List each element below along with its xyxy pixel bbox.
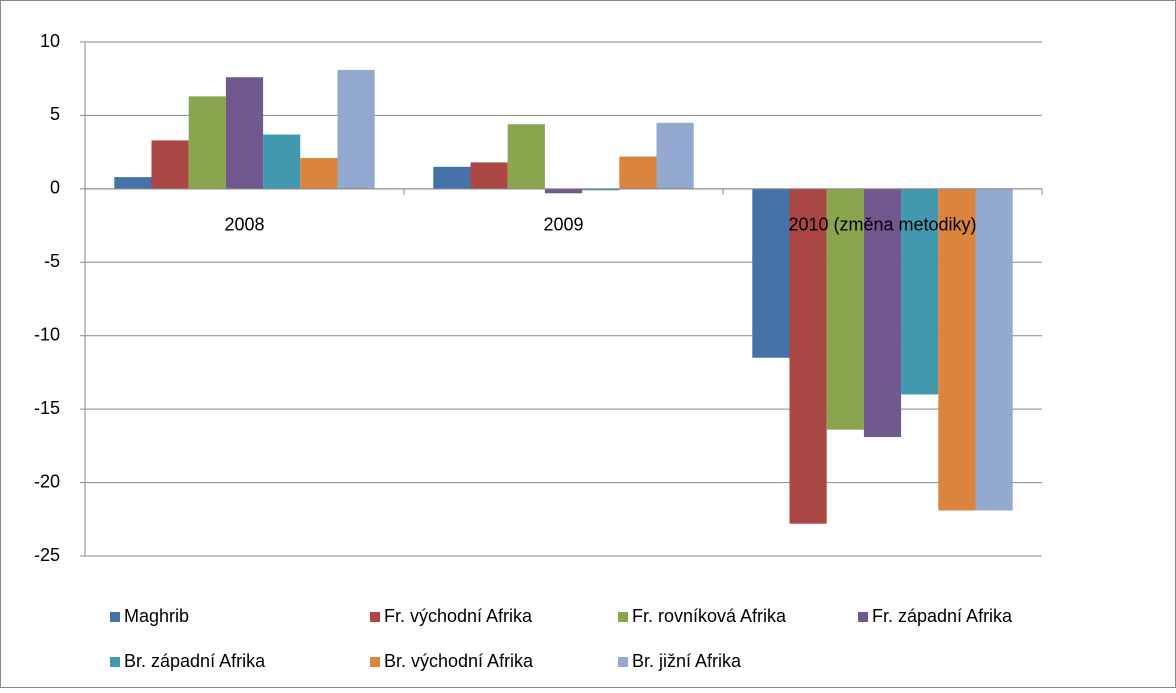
legend-swatch <box>618 612 628 622</box>
legend-label: Br. západní Afrika <box>124 651 266 671</box>
y-tick-label: -15 <box>34 398 60 418</box>
bar <box>470 162 508 189</box>
legend-swatch <box>370 612 380 622</box>
y-tick-label: -10 <box>34 324 60 344</box>
legend-label: Br. jižní Afrika <box>632 651 742 671</box>
bar <box>544 188 583 194</box>
bar <box>789 188 827 524</box>
bar <box>938 188 976 511</box>
y-tick-label: -20 <box>34 471 60 491</box>
bar <box>863 188 902 438</box>
bar <box>151 140 189 189</box>
bar <box>337 69 375 189</box>
bar <box>300 158 338 189</box>
bar <box>752 188 790 358</box>
x-tick-label: 2010 (změna metodiky) <box>788 215 976 235</box>
legend-label: Fr. východní Afrika <box>384 606 533 626</box>
y-tick-label: 10 <box>40 31 60 51</box>
bar <box>114 177 152 189</box>
legend-swatch <box>370 657 380 667</box>
legend-label: Fr. západní Afrika <box>872 606 1013 626</box>
x-tick-label: 2008 <box>224 215 264 235</box>
x-tick-label: 2009 <box>543 215 583 235</box>
bar <box>263 134 301 189</box>
bar <box>507 124 545 189</box>
bar <box>582 188 620 191</box>
bar <box>433 166 471 189</box>
legend-swatch <box>110 612 120 622</box>
legend-swatch <box>618 657 628 667</box>
bar <box>656 122 694 189</box>
bar <box>619 156 657 189</box>
bar <box>975 188 1013 511</box>
legend-label: Fr. rovníková Afrika <box>632 606 787 626</box>
legend-swatch <box>858 612 868 622</box>
bar <box>901 188 939 395</box>
bar <box>826 188 864 430</box>
y-tick-label: 5 <box>50 104 60 124</box>
y-tick-label: -5 <box>44 251 60 271</box>
y-tick-label: 0 <box>50 178 60 198</box>
bar <box>188 96 226 189</box>
y-tick-label: -25 <box>34 545 60 565</box>
legend-label: Maghrib <box>124 606 189 626</box>
legend-label: Br. východní Afrika <box>384 651 534 671</box>
bar <box>225 77 264 189</box>
legend-swatch <box>110 657 120 667</box>
